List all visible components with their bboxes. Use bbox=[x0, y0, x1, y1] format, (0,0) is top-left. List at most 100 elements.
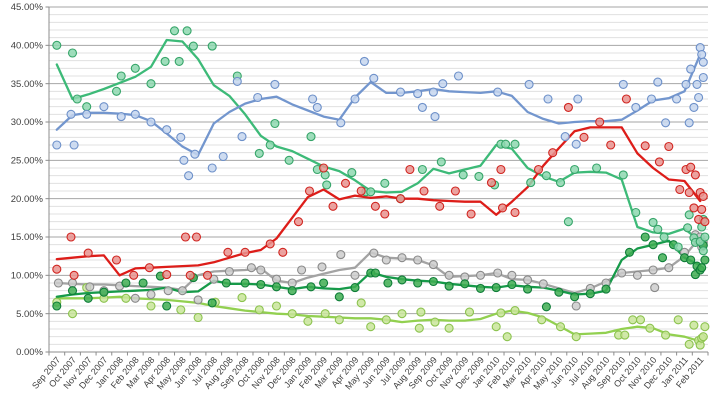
poll-dot-red bbox=[370, 201, 380, 211]
poll-dot-gray bbox=[256, 265, 266, 275]
poll-dot-gray bbox=[428, 260, 438, 270]
poll-dot-green bbox=[169, 26, 180, 36]
poll-dot-light-green bbox=[381, 315, 391, 325]
poll-dot-light-green bbox=[193, 312, 203, 323]
poll-dot-green bbox=[648, 217, 658, 227]
poll-dot-gray bbox=[444, 270, 454, 280]
poll-dot-dark-green bbox=[256, 279, 266, 290]
poll-dot-red bbox=[654, 157, 664, 167]
poll-dot-green bbox=[555, 178, 566, 188]
poll-dot-red bbox=[686, 162, 696, 172]
poll-dot-light-green bbox=[366, 322, 376, 332]
poll-dot-dark-green bbox=[624, 247, 635, 257]
poll-dot-blue bbox=[560, 132, 570, 142]
poll-dot-green bbox=[270, 118, 280, 129]
poll-dot-blue bbox=[618, 79, 628, 89]
poll-dot-red bbox=[497, 203, 508, 213]
poll-dot-green bbox=[380, 178, 390, 188]
poll-dot-dark-green bbox=[428, 276, 438, 287]
y-axis-labels: 0.00% 5.00% 10.00% 15.00% 20.00% 25.00% 30.00%… bbox=[11, 2, 44, 358]
poll-dot-green bbox=[130, 63, 140, 73]
poll-dot-green bbox=[254, 148, 264, 158]
poll-dot-red bbox=[66, 232, 76, 242]
poll-dot-blue bbox=[573, 94, 583, 104]
y-axis-label: 35.00% bbox=[11, 79, 44, 90]
poll-dot-green bbox=[265, 140, 275, 150]
poll-dot-blue bbox=[179, 155, 189, 165]
poll-dot-blue bbox=[218, 151, 228, 162]
poll-dot-light-green bbox=[356, 298, 366, 308]
poll-dot-dark-green bbox=[287, 286, 297, 296]
poll-dot-blue bbox=[207, 163, 217, 173]
poll-dot-green bbox=[146, 79, 156, 89]
poll-dot-blue bbox=[336, 118, 346, 128]
poll-dot-green bbox=[67, 48, 78, 58]
poll-dot-blue bbox=[237, 132, 247, 142]
poll-dot-green bbox=[510, 139, 520, 149]
poll-dot-light-green bbox=[698, 332, 708, 342]
poll-dot-gray bbox=[538, 279, 548, 289]
poll-dot-red bbox=[548, 148, 558, 158]
trend-line-red bbox=[55, 126, 702, 277]
series-red bbox=[55, 126, 702, 277]
poll-dot-red bbox=[496, 164, 506, 175]
poll-dot-light-green bbox=[237, 293, 247, 303]
poll-dot-red bbox=[240, 247, 250, 257]
poll-dot-green bbox=[116, 71, 126, 81]
y-axis-label: 40.00% bbox=[11, 41, 44, 52]
poll-dot-gray bbox=[369, 248, 379, 258]
poll-dot-red bbox=[595, 117, 605, 127]
poll-dot-light-green bbox=[271, 301, 282, 311]
series-red-polls bbox=[52, 94, 710, 280]
poll-dot-blue bbox=[130, 109, 140, 119]
poll-dot-green bbox=[563, 217, 573, 227]
poll-dot-gray bbox=[193, 295, 203, 305]
y-axis-label: 25.00% bbox=[11, 156, 44, 167]
poll-dot-green bbox=[570, 164, 580, 175]
poll-dot-red bbox=[697, 204, 707, 214]
poll-dot-gray bbox=[317, 262, 327, 272]
poll-dot-gray bbox=[177, 286, 187, 296]
poll-dot-red bbox=[579, 132, 589, 142]
poll-dot-gray bbox=[397, 253, 407, 263]
poll-dot-light-green bbox=[416, 307, 426, 317]
poll-dot-dark-green bbox=[601, 284, 611, 294]
poll-dot-dark-green bbox=[383, 278, 393, 288]
poll-dot-blue bbox=[176, 132, 186, 142]
poll-dot-green bbox=[659, 232, 669, 242]
poll-dot-red bbox=[450, 186, 460, 196]
poll-dot-dark-green bbox=[240, 278, 250, 288]
poll-dot-blue bbox=[69, 140, 79, 150]
poll-dot-light-green bbox=[254, 305, 264, 315]
poll-dot-light-green bbox=[320, 309, 330, 319]
axes bbox=[48, 7, 708, 353]
poll-dot-gray bbox=[507, 270, 517, 280]
poll-dot-blue bbox=[116, 112, 126, 122]
poll-dot-red bbox=[340, 178, 351, 188]
poll-dot-blue bbox=[681, 79, 691, 89]
poll-dot-red bbox=[356, 186, 366, 196]
poll-dot-green bbox=[182, 26, 192, 36]
poll-dot-blue bbox=[543, 94, 553, 104]
poll-dot-gray bbox=[475, 270, 486, 280]
y-axis-label: 10.00% bbox=[11, 271, 44, 282]
poll-dot-red bbox=[510, 207, 520, 218]
poll-dot-blue bbox=[631, 102, 641, 112]
poll-dot-dark-green bbox=[686, 255, 696, 265]
poll-dot-green bbox=[207, 41, 217, 51]
trend-line-blue bbox=[55, 53, 702, 157]
axis-ticks bbox=[45, 6, 709, 356]
poll-dot-red bbox=[690, 170, 700, 180]
poll-dot-red bbox=[202, 270, 213, 280]
poll-dot-dark-green bbox=[444, 281, 454, 291]
poll-dot-red bbox=[621, 94, 631, 104]
poll-dot-red bbox=[144, 263, 154, 273]
poll-dot-green bbox=[306, 132, 316, 142]
poll-dot-dark-green bbox=[554, 287, 564, 297]
poll-dot-light-green bbox=[620, 330, 630, 340]
poll-dot-blue bbox=[99, 102, 109, 112]
poll-dot-blue bbox=[253, 92, 263, 103]
poll-dot-dark-green bbox=[221, 278, 231, 288]
poll-dot-gray bbox=[246, 263, 256, 273]
